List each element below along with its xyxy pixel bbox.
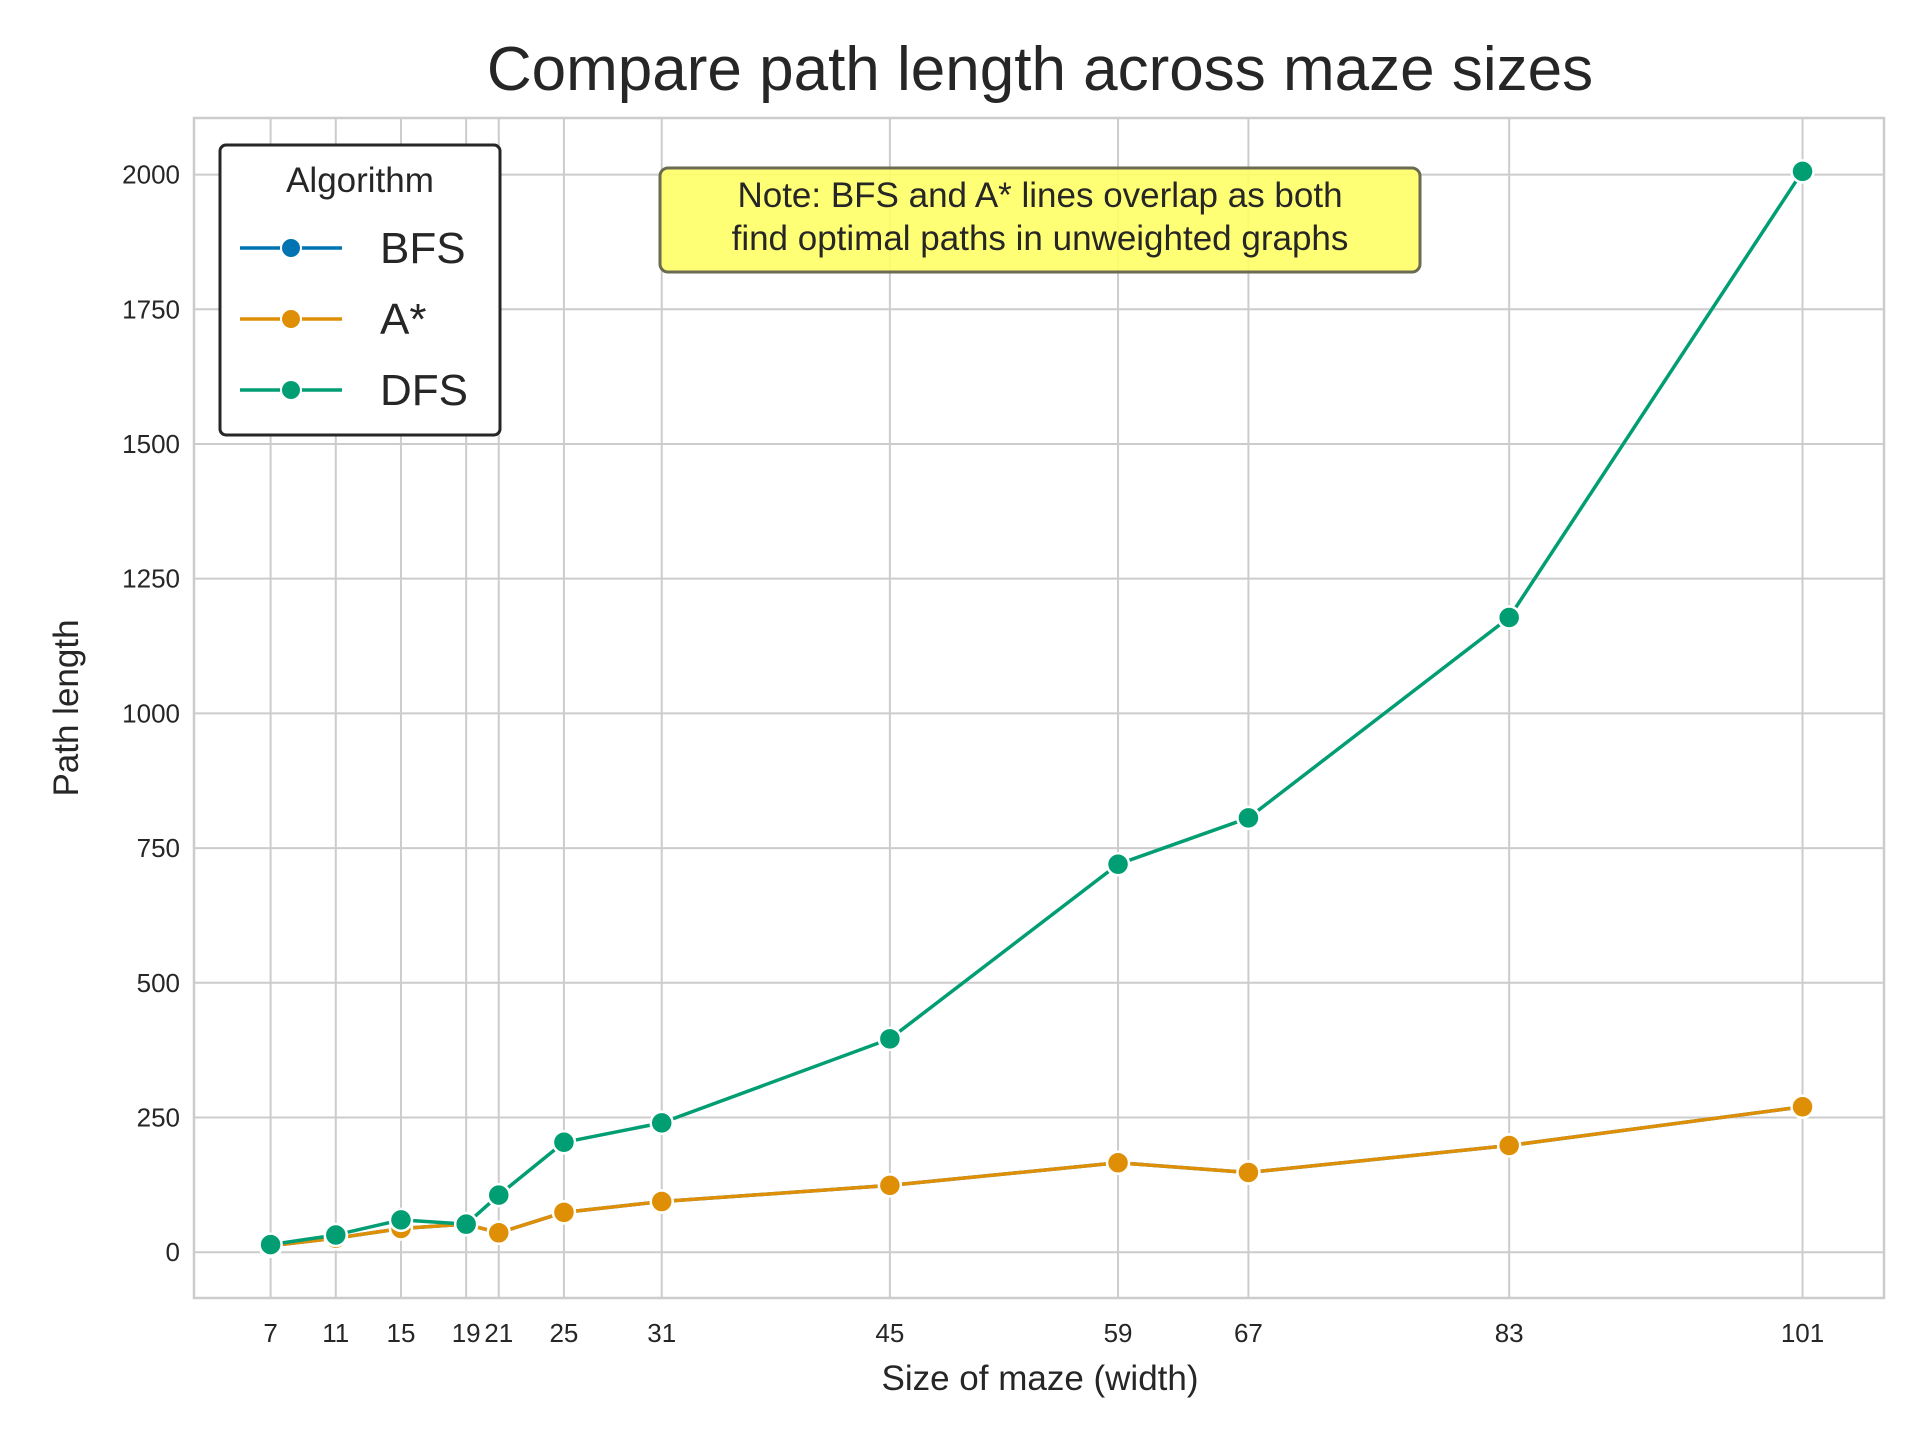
x-tick-label: 45 [875,1318,904,1348]
y-tick-label: 250 [137,1102,180,1132]
legend-label-dfs: DFS [380,366,468,415]
point-dfs [649,1110,674,1136]
point-astar [486,1220,512,1246]
point-astar [551,1200,577,1225]
point-astar [1496,1133,1522,1158]
x-tick-label: 59 [1104,1318,1133,1348]
legend-item-bfs: BFS [240,224,466,273]
point-astar [1790,1094,1815,1119]
point-dfs [877,1026,903,1052]
point-dfs [486,1182,512,1208]
point-dfs [1496,605,1522,630]
x-tick-label: 101 [1781,1318,1824,1348]
x-tick-label: 11 [322,1318,349,1348]
point-dfs [453,1211,479,1237]
annotation-box [658,166,1422,274]
y-tick-label: 1000 [122,698,180,728]
y-tick-label: 750 [137,833,180,863]
y-tick-label: 500 [137,968,180,998]
point-astar [649,1189,674,1214]
y-tick-label: 1750 [122,294,180,324]
legend-label-bfs: BFS [380,224,466,273]
x-tick-label: 15 [387,1318,416,1348]
point-dfs [323,1222,349,1248]
point-dfs [1105,852,1131,877]
point-dfs [388,1207,414,1233]
series-dfs [258,159,1815,1257]
legend-title: Algorithm [286,161,434,200]
x-tick-label: 21 [484,1318,513,1348]
point-dfs [1236,805,1261,831]
point-astar [1105,1150,1131,1176]
series-lines [258,159,1815,1258]
x-axis-label: Size of maze (width) [881,1359,1198,1398]
y-tick-labels: 0 250 500 750 1000 1250 1500 1750 2000 [122,160,180,1268]
point-dfs [258,1232,283,1257]
legend-label-astar: A* [380,295,426,344]
x-tick-label: 19 [452,1318,481,1348]
x-tick-label: 67 [1234,1318,1263,1348]
point-dfs [1790,159,1815,184]
legend-item-astar: A* [240,295,426,344]
point-astar [877,1173,903,1198]
annotation-note: Note: BFS and A* lines overlap as both f… [658,166,1422,274]
x-tick-labels: 7 11 15 19 21 25 31 45 59 67 83 101 [263,1318,1824,1348]
y-tick-label: 1250 [122,564,180,594]
legend-item-dfs: DFS [240,366,468,415]
annotation-line-1: Note: BFS and A* lines overlap as both [737,176,1342,215]
annotation-line-2: find optimal paths in unweighted graphs [732,219,1349,258]
y-axis-label: Path length [47,619,86,796]
legend-marker-astar [280,308,302,330]
x-tick-label: 7 [263,1318,277,1348]
legend: Algorithm BFS A* DFS [218,143,502,437]
legend-box [218,143,502,437]
series-astar [258,1094,1815,1258]
legend-marker-dfs [280,379,302,401]
y-tick-label: 0 [166,1237,180,1267]
y-tick-label: 1500 [122,429,180,459]
point-astar [1236,1160,1261,1185]
point-dfs [551,1130,577,1155]
y-tick-label: 2000 [122,160,180,190]
legend-marker-bfs [280,237,302,259]
chart-title: Compare path length across maze sizes [487,35,1593,104]
x-tick-label: 83 [1495,1318,1524,1348]
x-tick-label: 25 [549,1318,578,1348]
plot-frame [192,116,1886,1300]
x-tick-label: 31 [647,1318,676,1348]
